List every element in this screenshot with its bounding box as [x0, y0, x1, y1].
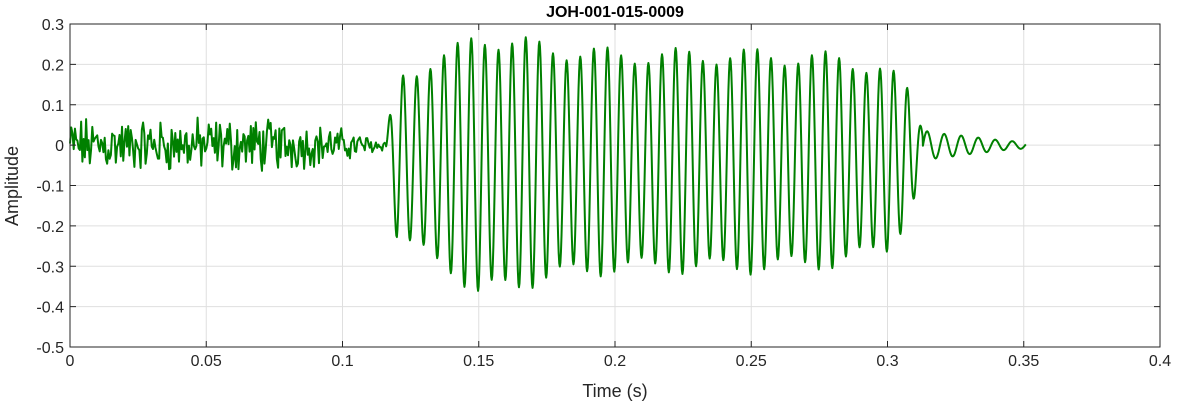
x-tick-label: 0.1 [331, 353, 353, 370]
x-tick-label: 0.3 [876, 353, 898, 370]
x-tick-label: 0 [66, 353, 75, 370]
y-axis-label: Amplitude [2, 146, 22, 226]
x-tick-label: 0.25 [736, 353, 767, 370]
y-tick-label: 0.1 [42, 98, 64, 115]
chart-title: JOH-001-015-0009 [546, 4, 684, 21]
x-axis-label: Time (s) [582, 381, 647, 401]
y-tick-label: -0.1 [36, 179, 64, 196]
y-tick-label: 0 [55, 138, 64, 155]
grid [70, 24, 1160, 347]
x-tick-label: 0.35 [1008, 353, 1039, 370]
y-axis-ticks: 0.3 0.2 0.1 0 -0.1 -0.2 -0.3 -0.4 -0.5 [36, 17, 1160, 357]
y-tick-label: -0.2 [36, 219, 64, 236]
y-tick-label: -0.5 [36, 340, 64, 357]
x-tick-label: 0.15 [463, 353, 494, 370]
x-tick-label: 0.2 [604, 353, 626, 370]
y-tick-label: -0.3 [36, 259, 64, 276]
series-line-0 [69, 36, 1027, 292]
x-tick-label: 0.05 [191, 353, 222, 370]
y-tick-label: 0.2 [42, 57, 64, 74]
y-tick-label: 0.3 [42, 17, 64, 34]
data-layer [69, 36, 1027, 292]
x-tick-label: 0.4 [1149, 353, 1171, 370]
y-tick-label: -0.4 [36, 300, 64, 317]
x-axis-ticks: 0 0.05 0.1 0.15 0.2 0.25 0.3 0.35 0.4 [66, 24, 1171, 370]
